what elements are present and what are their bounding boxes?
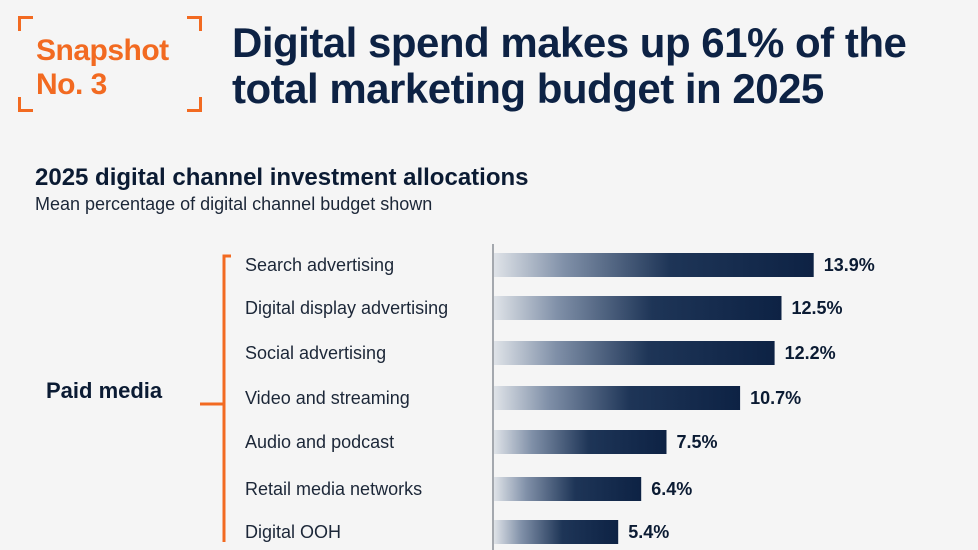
chart-subtitle: Mean percentage of digital channel budge… <box>35 194 433 214</box>
badge-line-1: Snapshot <box>36 34 169 67</box>
value-label: 10.7% <box>750 388 801 408</box>
category-label: Video and streaming <box>245 388 410 408</box>
badge-corner-bottom-left <box>18 97 33 112</box>
value-label: 7.5% <box>677 432 718 452</box>
headline: Digital spend makes up 61% of the total … <box>232 19 907 112</box>
bar <box>494 296 782 320</box>
bars-group: Search advertising 13.9% Digital display a… <box>245 253 875 544</box>
chart-title: 2025 digital channel investment allocati… <box>35 164 529 191</box>
value-label: 5.4% <box>628 522 669 542</box>
value-label: 13.9% <box>824 255 875 275</box>
bar <box>494 477 642 501</box>
badge-corner-bottom-right <box>187 97 202 112</box>
bar <box>494 386 741 410</box>
value-label: 12.5% <box>792 298 843 318</box>
badge-corner-top-right <box>187 16 202 31</box>
bar <box>494 430 667 454</box>
category-label: Retail media networks <box>245 479 422 499</box>
value-label: 12.2% <box>785 343 836 363</box>
group-bracket <box>222 254 231 542</box>
category-label: Digital OOH <box>245 522 341 542</box>
category-label: Digital display advertising <box>245 298 448 318</box>
bar <box>494 253 814 277</box>
category-label: Social advertising <box>245 343 386 363</box>
group-label: Paid media <box>46 378 163 403</box>
snapshot-badge: Snapshot No. 3 <box>18 16 202 112</box>
category-label: Audio and podcast <box>245 432 394 452</box>
bar <box>494 341 775 365</box>
value-label: 6.4% <box>651 479 692 499</box>
badge-corner-top-left <box>18 16 33 31</box>
badge-line-2: No. 3 <box>36 68 107 101</box>
category-label: Search advertising <box>245 255 394 275</box>
bar <box>494 520 619 544</box>
badge-text: Snapshot No. 3 <box>36 34 169 102</box>
